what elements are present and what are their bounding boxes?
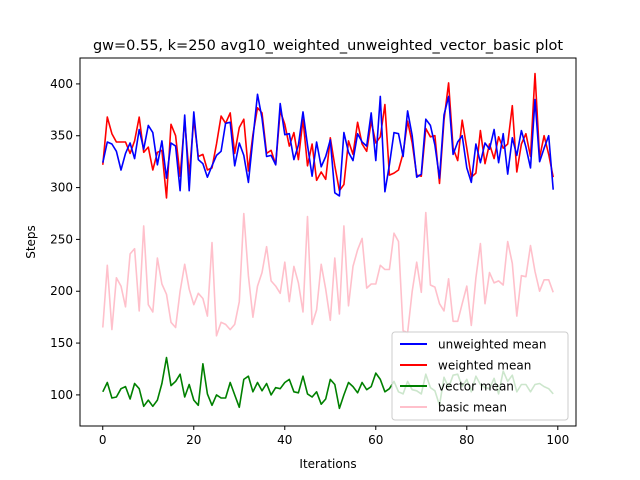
axes-layer: 0 20 40 60 80 100 100 150 200 250 300 350 400	[50, 77, 569, 447]
x-tick-label: 60	[368, 433, 383, 447]
chart-title: gw=0.55, k=250 avg10_weighted_unweighted…	[93, 38, 563, 54]
series-line-unweighted-mean	[102, 93, 554, 197]
y-tick-label: 250	[50, 232, 73, 246]
x-tick-label: 0	[99, 433, 107, 447]
y-tick-label: 150	[50, 336, 73, 350]
legend: unweighted mean weighted mean vector mean b…	[391, 331, 569, 421]
x-tick-label: 20	[186, 433, 201, 447]
legend-box	[391, 331, 569, 421]
y-tick-label: 100	[50, 388, 73, 402]
y-tick-label: 200	[50, 284, 73, 298]
y-axis-label: Steps	[24, 225, 38, 259]
x-axis-label: Iterations	[299, 457, 356, 471]
legend-label: vector mean	[438, 380, 514, 394]
series-line-basic-mean	[102, 211, 554, 337]
y-tick-label: 400	[50, 77, 73, 91]
y-tick-label: 300	[50, 181, 73, 195]
y-tick-label: 350	[50, 129, 73, 143]
x-tick-label: 80	[459, 433, 474, 447]
legend-label: weighted mean	[438, 359, 531, 373]
x-tick-label: 100	[546, 433, 569, 447]
x-tick-label: 40	[277, 433, 292, 447]
legend-label: unweighted mean	[438, 338, 547, 352]
plot-frame	[79, 57, 577, 427]
legend-label: basic mean	[438, 401, 507, 415]
